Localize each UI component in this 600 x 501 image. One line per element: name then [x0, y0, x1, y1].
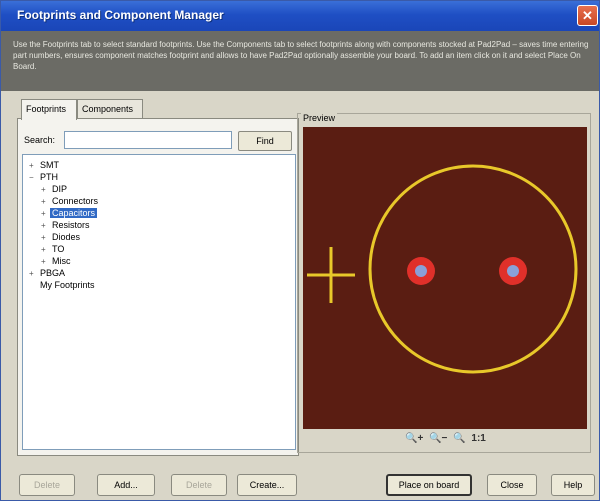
close-button[interactable]: Close [487, 474, 537, 496]
tree-item-smt[interactable]: + SMT [29, 159, 61, 171]
horizontal-scrollbar[interactable] [19, 456, 295, 470]
tree-item-pth[interactable]: − PTH [29, 171, 60, 183]
tree-item-dip[interactable]: + DIP [41, 183, 69, 195]
tree-item-label: DIP [52, 184, 68, 194]
capacitor-footprint-graphic [307, 164, 578, 374]
expand-toggle-icon[interactable]: + [41, 209, 46, 218]
search-input[interactable] [64, 131, 232, 149]
tree-item-misc[interactable]: + Misc [41, 255, 73, 267]
delete-button[interactable]: Delete [171, 474, 227, 496]
tree-item-label: Misc [52, 256, 71, 266]
footprints-panel: Search: Find + SMT − PTH + DIP + Connectors + Cap… [17, 118, 299, 456]
tree-item-capacitors[interactable]: + Capacitors [41, 207, 98, 219]
preview-group [297, 113, 591, 453]
remove-button[interactable]: Delete [19, 474, 75, 496]
expand-toggle-icon[interactable]: + [41, 233, 46, 242]
tree-item-label: SMT [40, 160, 59, 170]
instructions-banner: Use the Footprints tab to select standar… [1, 31, 599, 91]
zoom-controls: 🔍+ 🔍− 🔍 1:1 [405, 433, 489, 447]
tree-item-diodes[interactable]: + Diodes [41, 231, 82, 243]
footprint-tree[interactable]: + SMT − PTH + DIP + Connectors + Capacitors + Resis… [22, 154, 296, 450]
expand-toggle-icon[interactable]: + [41, 245, 46, 254]
tree-item-connectors[interactable]: + Connectors [41, 195, 100, 207]
window-title: Footprints and Component Manager [17, 8, 224, 22]
expand-toggle-icon[interactable]: + [29, 269, 34, 278]
tab-footprints[interactable]: Footprints [21, 99, 77, 120]
preview-label: Preview [301, 113, 338, 123]
find-button[interactable]: Find [238, 131, 292, 151]
component-outline-circle [368, 164, 578, 374]
tree-item-label: Capacitors [50, 208, 98, 218]
tree-item-label: PTH [40, 172, 58, 182]
tree-item-label: Connectors [52, 196, 99, 206]
tree-item-label: TO [52, 244, 65, 254]
pad-2-hole [507, 265, 519, 277]
place-on-board-button[interactable]: Place on board [386, 474, 472, 496]
tree-item-resistors[interactable]: + Resistors [41, 219, 92, 231]
title-bar[interactable]: Footprints and Component Manager ✕ [1, 1, 599, 31]
tree-item-pbga[interactable]: + PBGA [29, 267, 67, 279]
zoom-in-icon[interactable]: 🔍+ [405, 433, 424, 444]
tree-item-label: Diodes [52, 232, 81, 242]
expand-toggle-icon[interactable]: + [29, 161, 34, 170]
tree-item-label: PBGA [40, 268, 66, 278]
pad-1-hole [415, 265, 427, 277]
expand-toggle-icon[interactable]: + [41, 221, 46, 230]
zoom-out-icon[interactable]: 🔍− [429, 433, 448, 444]
tree-item-to[interactable]: + TO [41, 243, 66, 255]
tree-item-label: Resistors [52, 220, 90, 230]
zoom-one-to-one-button[interactable]: 1:1 [471, 433, 486, 444]
tab-components[interactable]: Components [77, 99, 143, 119]
expand-toggle-icon[interactable]: + [41, 197, 46, 206]
add-button[interactable]: Add... [97, 474, 155, 496]
close-icon[interactable]: ✕ [577, 5, 598, 26]
expand-toggle-icon[interactable]: + [41, 257, 46, 266]
tree-item-label: My Footprints [40, 280, 95, 290]
preview-canvas [303, 127, 587, 429]
zoom-fit-icon[interactable]: 🔍 [453, 433, 466, 444]
expand-toggle-icon[interactable]: + [41, 185, 46, 194]
search-label: Search: [24, 135, 56, 145]
expand-toggle-icon[interactable]: − [29, 173, 34, 182]
tree-item-my-footprints[interactable]: My Footprints [29, 279, 97, 291]
help-button[interactable]: Help [551, 474, 595, 496]
create-button[interactable]: Create... [237, 474, 297, 496]
